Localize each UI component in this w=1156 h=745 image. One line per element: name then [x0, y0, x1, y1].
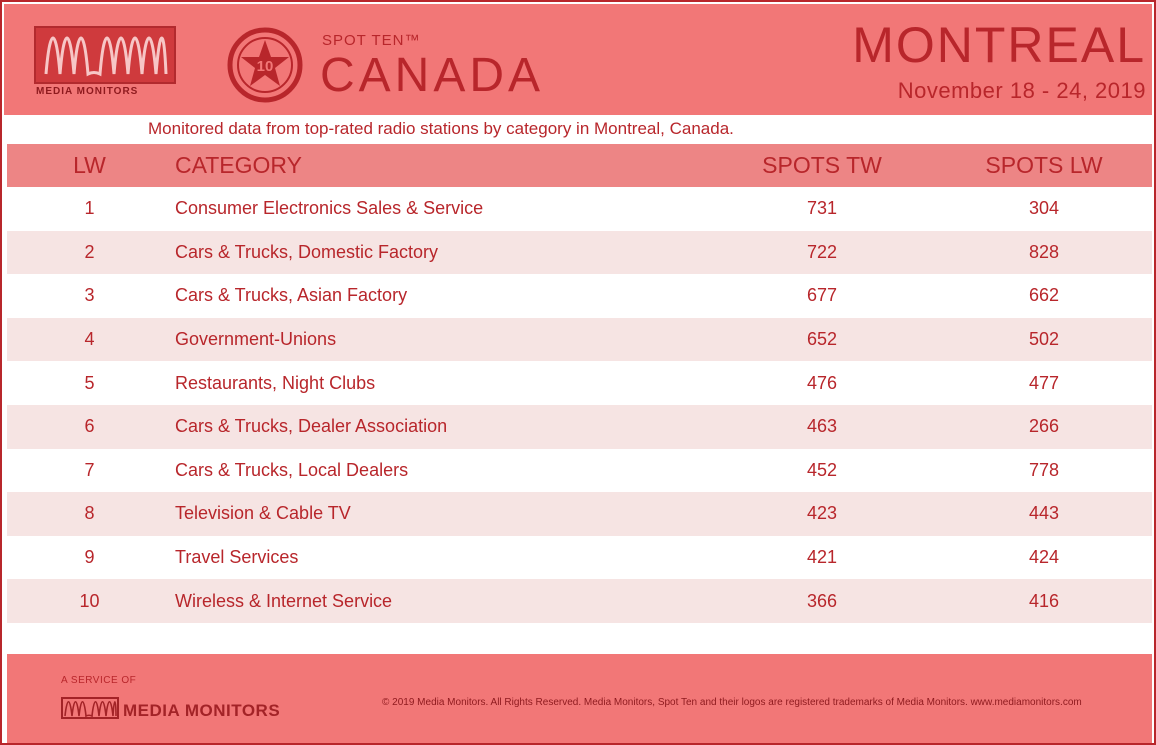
row-category: Consumer Electronics Sales & Service: [175, 198, 484, 219]
row-category: Cars & Trucks, Domestic Factory: [175, 241, 439, 262]
row-lw: 5: [84, 372, 95, 393]
row-spots-tw: 652: [806, 329, 838, 350]
category-table: LW CATEGORY SPOTS TW SPOTS LW 1 Consumer…: [7, 144, 1152, 623]
spot-ten-star-icon: 10: [226, 26, 304, 109]
table-row: 1 Consumer Electronics Sales & Service 7…: [7, 187, 1152, 231]
row-spots-lw: 443: [1028, 503, 1060, 524]
table-row: 3 Cars & Trucks, Asian Factory 677 662: [7, 274, 1152, 318]
table-row: 4 Government-Unions 652 502: [7, 317, 1152, 362]
row-spots-tw: 731: [806, 198, 838, 219]
waveform-icon: [34, 26, 176, 84]
spot-ten-label: SPOT TEN™: [322, 32, 421, 49]
header-lw: LW: [73, 152, 106, 178]
table-row: 5 Restaurants, Night Clubs 476 477: [7, 361, 1152, 405]
footer-waveform-icon: [61, 697, 119, 724]
table-row: 2 Cars & Trucks, Domestic Factory 722 82…: [7, 230, 1152, 275]
country-title: CANADA: [320, 49, 545, 102]
row-spots-tw: 476: [806, 372, 838, 393]
row-category: Wireless & Internet Service: [175, 590, 393, 611]
header-spots-tw: SPOTS TW: [762, 152, 882, 178]
row-lw: 9: [84, 547, 95, 568]
table-row: 6 Cars & Trucks, Dealer Association 463 …: [7, 404, 1152, 449]
row-spots-tw: 677: [806, 285, 838, 306]
row-spots-lw: 662: [1028, 285, 1060, 306]
row-spots-lw: 416: [1028, 590, 1060, 611]
service-of-label: A SERVICE OF: [61, 675, 137, 686]
row-spots-lw: 424: [1028, 547, 1060, 568]
table-row: 9 Travel Services 421 424: [7, 535, 1152, 580]
row-lw: 10: [79, 590, 100, 611]
copyright-notice: © 2019 Media Monitors. All Rights Reserv…: [382, 697, 1082, 708]
media-monitors-logo: MEDIA MONITORS: [34, 26, 176, 97]
row-spots-tw: 463: [806, 416, 838, 437]
row-category: Television & Cable TV: [175, 503, 351, 524]
footer-logo: MEDIA MONITORS: [61, 697, 280, 724]
row-spots-tw: 421: [806, 547, 838, 568]
row-spots-lw: 502: [1028, 329, 1060, 350]
row-lw: 2: [84, 241, 95, 262]
row-lw: 4: [84, 329, 95, 350]
date-range: November 18 - 24, 2019: [897, 78, 1146, 103]
spot-ten-number: 10: [257, 58, 274, 75]
row-lw: 6: [84, 416, 95, 437]
row-spots-lw: 828: [1028, 241, 1060, 262]
row-category: Travel Services: [175, 547, 299, 568]
row-lw: 3: [84, 285, 95, 306]
row-category: Cars & Trucks, Dealer Association: [175, 416, 448, 437]
row-category: Restaurants, Night Clubs: [175, 372, 376, 393]
row-spots-tw: 722: [806, 241, 838, 262]
row-lw: 8: [84, 503, 95, 524]
row-category: Government-Unions: [175, 329, 337, 350]
table-header: LW CATEGORY SPOTS TW SPOTS LW: [7, 144, 1152, 187]
city-title: MONTREAL: [852, 17, 1146, 73]
subtitle: Monitored data from top-rated radio stat…: [148, 119, 734, 138]
footer-logo-wordmark: MEDIA MONITORS: [123, 700, 281, 720]
row-spots-lw: 266: [1028, 416, 1060, 437]
row-lw: 7: [84, 459, 95, 480]
header-category: CATEGORY: [175, 152, 302, 178]
table-row: 8 Television & Cable TV 423 443: [7, 492, 1152, 536]
row-spots-lw: 477: [1028, 372, 1060, 393]
header: MEDIA MONITORS 10 SPOT TEN™ CANADA MONTR…: [4, 4, 1152, 115]
row-spots-tw: 423: [806, 503, 838, 524]
row-lw: 1: [84, 198, 95, 219]
row-spots-tw: 452: [806, 459, 838, 480]
row-spots-lw: 778: [1028, 459, 1060, 480]
row-category: Cars & Trucks, Local Dealers: [175, 459, 409, 480]
row-spots-tw: 366: [806, 590, 838, 611]
header-spots-lw: SPOTS LW: [985, 152, 1103, 178]
table-row: 7 Cars & Trucks, Local Dealers 452 778: [7, 448, 1152, 493]
table-body: 1 Consumer Electronics Sales & Service 7…: [7, 187, 1152, 623]
footer: A SERVICE OF MEDIA MONITORS © 2019 Media…: [7, 654, 1152, 743]
row-category: Cars & Trucks, Asian Factory: [175, 285, 408, 306]
row-spots-lw: 304: [1028, 198, 1060, 219]
logo-wordmark: MEDIA MONITORS: [36, 86, 139, 97]
table-row: 10 Wireless & Internet Service 366 416: [7, 579, 1152, 623]
